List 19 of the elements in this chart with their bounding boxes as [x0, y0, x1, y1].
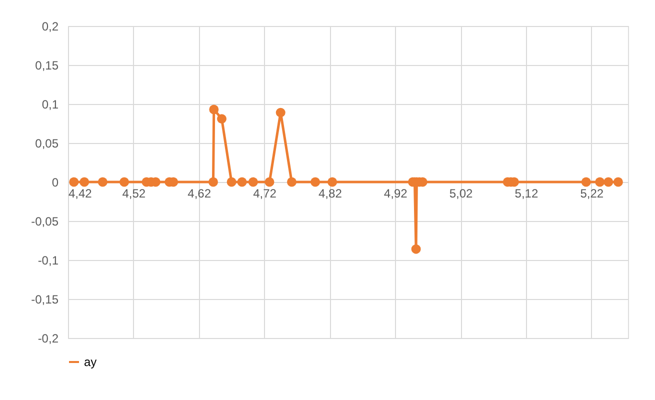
- x-tick-label: 4,72: [253, 186, 277, 200]
- x-tick-label: 5,22: [580, 186, 604, 200]
- x-tick-label: 5,12: [514, 186, 538, 200]
- x-tick-label: 4,52: [122, 186, 146, 200]
- x-tick-label: 4,92: [384, 186, 408, 200]
- x-tick-label: 4,82: [318, 186, 342, 200]
- y-tick-label: 0,1: [42, 98, 59, 112]
- y-tick-label: -0,1: [38, 254, 59, 268]
- y-tick-label: 0,15: [35, 58, 59, 72]
- x-tick-label: 4,42: [68, 186, 92, 200]
- y-tick-label: 0: [52, 176, 59, 190]
- x-tick-label: 4,62: [188, 186, 212, 200]
- y-tick-label: 0,05: [35, 136, 59, 150]
- y-tick-label: 0,2: [42, 20, 59, 34]
- y-tick-label: -0,15: [31, 292, 59, 306]
- y-tick-label: -0,2: [38, 332, 59, 346]
- legend-label: ay: [84, 355, 97, 369]
- y-tick-label: -0,05: [31, 214, 59, 228]
- x-tick-label: 5,02: [449, 186, 474, 200]
